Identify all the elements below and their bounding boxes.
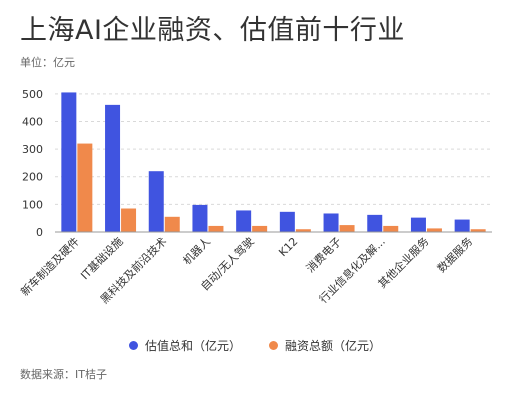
bar-financing bbox=[470, 229, 486, 232]
chart-title: 上海AI企业融资、估值前十行业 bbox=[20, 15, 405, 46]
y-tick-label: 100 bbox=[22, 198, 43, 211]
y-axis-ticks: 0 100 200 300 400 500 bbox=[22, 88, 43, 239]
legend-label-valuation: 估值总和（亿元） bbox=[144, 339, 241, 353]
legend-marker-valuation bbox=[128, 341, 138, 350]
source-note: 数据来源：IT桔子 bbox=[20, 368, 107, 381]
unit-label: 单位：亿元 bbox=[20, 56, 75, 69]
bar-valuation bbox=[279, 211, 295, 232]
bar-financing bbox=[77, 143, 93, 232]
legend-marker-financing bbox=[269, 341, 278, 350]
bar-financing bbox=[252, 225, 268, 232]
y-tick-label: 500 bbox=[22, 88, 43, 101]
bar-valuation bbox=[323, 213, 339, 232]
legend-label-financing: 融资总额（亿元） bbox=[285, 339, 382, 353]
gridlines bbox=[55, 93, 492, 205]
x-tick-label: 新车制造及硬件 bbox=[18, 234, 82, 298]
bar-valuation bbox=[148, 171, 164, 232]
bar-financing bbox=[383, 225, 399, 232]
bar-valuation bbox=[61, 92, 77, 232]
x-tick-label: K12 bbox=[276, 235, 300, 259]
x-tick-label: 数据服务 bbox=[434, 234, 475, 275]
y-tick-label: 0 bbox=[36, 226, 43, 239]
bar-valuation bbox=[410, 217, 426, 232]
y-tick-label: 400 bbox=[22, 115, 43, 128]
legend-item-financing: 融资总额（亿元） bbox=[269, 337, 381, 354]
bar-financing bbox=[426, 228, 442, 232]
x-tick-label: 消费电子 bbox=[303, 234, 344, 275]
bar-valuation bbox=[105, 104, 121, 232]
legend: 估值总和（亿元） 融资总额（亿元） bbox=[0, 337, 510, 354]
x-tick-label: 机器人 bbox=[180, 234, 213, 267]
y-tick-label: 300 bbox=[22, 143, 43, 156]
bar-financing bbox=[208, 225, 224, 232]
bar-valuation bbox=[367, 214, 383, 232]
bar-financing bbox=[121, 208, 137, 232]
bar-financing bbox=[164, 216, 180, 232]
bar-valuation bbox=[192, 204, 208, 232]
bars bbox=[61, 92, 486, 232]
bar-valuation bbox=[236, 210, 252, 232]
y-tick-label: 200 bbox=[22, 171, 43, 184]
legend-item-valuation: 估值总和（亿元） bbox=[128, 337, 241, 354]
bar-valuation bbox=[454, 219, 470, 232]
bar-financing bbox=[339, 225, 355, 232]
bar-financing bbox=[295, 229, 311, 232]
